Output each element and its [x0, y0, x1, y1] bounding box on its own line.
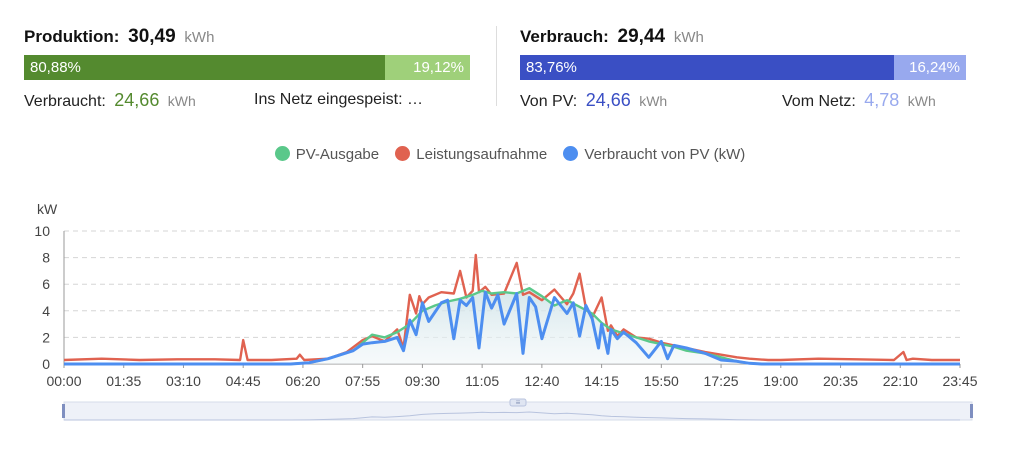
consumption-unit: kWh [673, 29, 704, 46]
time-range-slider[interactable]: ≡ [62, 398, 973, 421]
consumed-value: 24,66 [114, 90, 160, 110]
from-pv-item: Von PV: 24,66 kWh [520, 87, 667, 115]
legend-dot-pv-output [274, 146, 290, 161]
y-tick-label: 6 [42, 276, 50, 292]
consumption-bar-from-pv: 83,76% [520, 55, 894, 80]
fed-in-item: Ins Netz eingespeist: … [254, 87, 423, 113]
y-axis-unit-label: kW [37, 201, 58, 217]
slider-right-handle [970, 404, 973, 418]
consumption-panel: Verbrauch: 29,44 kWh 83,76% 16,24% Von P… [520, 24, 966, 113]
chart-legend: PV-Ausgabe Leistungsaufnahme Verbraucht … [0, 146, 1020, 163]
x-tick-label: 14:15 [584, 373, 619, 389]
production-bar: 80,88% 19,12% [24, 55, 470, 80]
from-grid-unit: kWh [907, 93, 936, 109]
consumption-headline: Verbrauch: 29,44 kWh [520, 24, 966, 50]
x-tick-label: 15:50 [644, 373, 679, 389]
from-grid-label: Vom Netz: [782, 93, 856, 110]
x-tick-label: 07:55 [345, 373, 380, 389]
legend-item-power-consumption[interactable]: Leistungsaufnahme [395, 146, 547, 163]
x-tick-label: 01:35 [106, 373, 141, 389]
panel-divider [496, 26, 497, 106]
legend-label-power-consumption: Leistungsaufnahme [416, 146, 548, 163]
fed-in-label: Ins Netz eingespeist: … [254, 91, 423, 108]
x-tick-label: 04:45 [226, 373, 261, 389]
slider-drag-handle [509, 398, 527, 407]
consumed-item: Verbraucht: 24,66 kWh [24, 87, 196, 115]
x-tick-label: 06:20 [285, 373, 320, 389]
x-tick-label: 19:00 [763, 373, 798, 389]
x-tick-label: 17:25 [704, 373, 739, 389]
production-details: Verbraucht: 24,66 kWh Ins Netz eingespei… [24, 87, 470, 113]
from-pv-unit: kWh [639, 93, 668, 109]
production-headline: Produktion: 30,49 kWh [24, 24, 470, 50]
production-value: 30,49 [128, 26, 176, 47]
production-bar-fed-in: 19,12% [384, 55, 470, 80]
consumption-label: Verbrauch: [520, 27, 609, 46]
x-tick-label: 00:00 [46, 373, 81, 389]
consumption-bar: 83,76% 16,24% [520, 55, 966, 80]
x-tick-label: 22:10 [883, 373, 918, 389]
legend-item-pv-output[interactable]: PV-Ausgabe [274, 146, 380, 163]
slider-preview-line [64, 411, 960, 421]
from-grid-item: Vom Netz: 4,78 kWh [782, 87, 936, 115]
x-tick-label: 12:40 [524, 373, 559, 389]
y-tick-label: 2 [42, 329, 50, 345]
legend-dot-consumed-from-pv [563, 146, 579, 161]
production-bar-consumed: 80,88% [24, 55, 385, 80]
consumption-value: 29,44 [617, 26, 666, 47]
x-tick-label: 09:30 [405, 373, 440, 389]
series-line-pv-output [64, 287, 960, 366]
production-label: Produktion: [24, 27, 120, 46]
consumed-unit: kWh [167, 93, 196, 109]
legend-label-pv-output: PV-Ausgabe [295, 146, 380, 163]
from-pv-label: Von PV: [520, 93, 578, 110]
consumption-bar-from-grid: 16,24% [893, 55, 966, 80]
y-tick-label: 8 [42, 250, 50, 266]
y-tick-label: 4 [42, 303, 50, 319]
x-tick-label: 11:05 [465, 373, 499, 389]
from-grid-value: 4,78 [864, 90, 900, 110]
legend-dot-power-consumption [395, 146, 411, 161]
power-line-chart: kW 0 2 4 6 8 10 00:00 01:35 03:10 04:45 06:20 07:55… [34, 201, 978, 421]
slider-left-handle [62, 404, 65, 418]
consumed-label: Verbraucht: [24, 93, 106, 110]
x-tick-label: 03:10 [166, 373, 201, 389]
pv-output-area [64, 288, 960, 364]
consumption-details: Von PV: 24,66 kWh Vom Netz: 4,78 kWh [520, 87, 966, 113]
from-pv-value: 24,66 [585, 90, 631, 110]
production-unit: kWh [184, 29, 215, 46]
series-line-power-consumption [63, 253, 960, 362]
production-panel: Produktion: 30,49 kWh 80,88% 19,12% Verb… [24, 24, 470, 113]
legend-item-consumed-from-pv[interactable]: Verbraucht von PV (kW) [563, 146, 745, 163]
legend-label-consumed-from-pv: Verbraucht von PV (kW) [584, 146, 746, 163]
y-tick-label: 0 [42, 356, 50, 372]
chart-series [63, 253, 960, 366]
series-line-consumed-from-pv [64, 290, 960, 366]
x-tick-label: 23:45 [942, 373, 977, 389]
y-tick-label: 10 [34, 223, 50, 239]
slider-handle-glyph: ≡ [516, 398, 521, 407]
x-tick-label: 20:35 [823, 373, 858, 389]
